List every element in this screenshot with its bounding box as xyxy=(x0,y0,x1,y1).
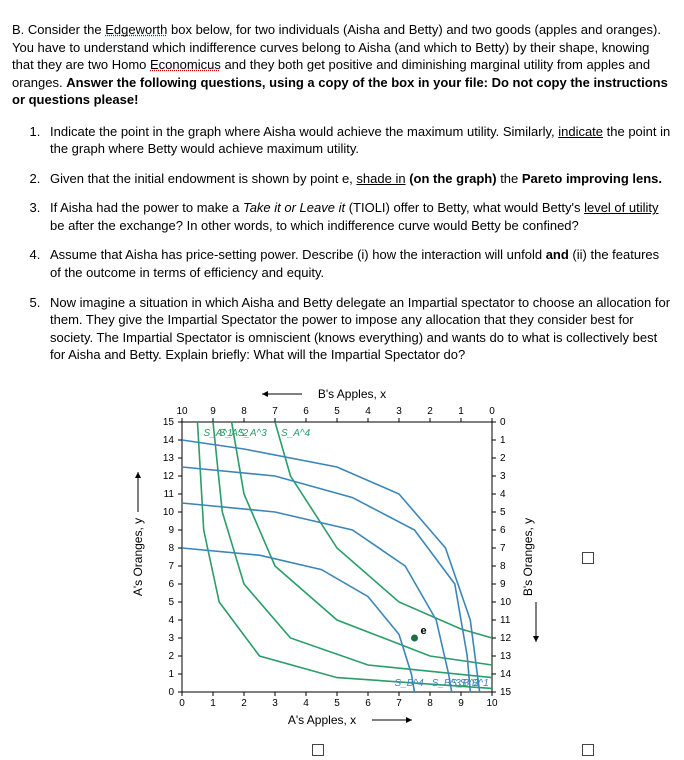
q5a: Now imagine a situation in which Aisha a… xyxy=(50,295,670,363)
question-2: Given that the initial endowment is show… xyxy=(44,170,672,188)
q1a: Indicate the point in the graph where Ai… xyxy=(50,124,558,139)
svg-text:B's Oranges, y: B's Oranges, y xyxy=(521,518,535,596)
svg-text:6: 6 xyxy=(500,525,506,536)
svg-text:8: 8 xyxy=(500,561,506,572)
chart-svg: 0123456789101098765432100123456789101112… xyxy=(102,382,582,752)
svg-text:S_B^3: S_B^3 xyxy=(432,678,462,689)
svg-text:1: 1 xyxy=(168,669,174,680)
svg-text:S_B^4: S_B^4 xyxy=(395,678,425,689)
checkbox-icon xyxy=(312,744,324,756)
svg-text:1: 1 xyxy=(210,698,216,709)
q3-underline: level of utility xyxy=(584,200,658,215)
svg-text:5: 5 xyxy=(500,507,506,518)
svg-text:13: 13 xyxy=(163,453,175,464)
svg-text:7: 7 xyxy=(500,543,506,554)
svg-text:9: 9 xyxy=(210,406,216,417)
svg-text:9: 9 xyxy=(500,579,506,590)
svg-text:A's Oranges, y: A's Oranges, y xyxy=(131,518,145,596)
svg-text:3: 3 xyxy=(500,471,506,482)
svg-text:11: 11 xyxy=(164,489,175,500)
q2c: the xyxy=(497,171,522,186)
q1-underline: indicate xyxy=(558,124,603,139)
q3c: be after the exchange? In other words, t… xyxy=(50,218,579,233)
svg-text:0: 0 xyxy=(168,687,174,698)
intro-bold: Answer the following questions, using a … xyxy=(12,75,668,108)
svg-text:10: 10 xyxy=(163,507,175,518)
economicus-word: Economicus xyxy=(150,57,221,72)
question-3: If Aisha had the power to make a Take it… xyxy=(44,199,672,234)
svg-text:1: 1 xyxy=(500,435,506,446)
svg-text:S_A^3: S_A^3 xyxy=(238,428,268,439)
svg-text:0: 0 xyxy=(500,417,506,428)
question-5: Now imagine a situation in which Aisha a… xyxy=(44,294,672,364)
svg-text:5: 5 xyxy=(334,698,340,709)
q2-bold1: (on the graph) xyxy=(409,171,496,186)
svg-text:1: 1 xyxy=(458,406,464,417)
svg-text:10: 10 xyxy=(500,597,512,608)
svg-text:2: 2 xyxy=(500,453,506,464)
svg-text:6: 6 xyxy=(365,698,371,709)
svg-text:9: 9 xyxy=(458,698,464,709)
svg-text:14: 14 xyxy=(163,435,175,446)
q2a: Given that the initial endowment is show… xyxy=(50,171,356,186)
svg-text:9: 9 xyxy=(168,525,174,536)
svg-text:15: 15 xyxy=(163,417,175,428)
svg-text:5: 5 xyxy=(168,597,174,608)
intro-paragraph: B. Consider the Edgeworth box below, for… xyxy=(12,21,672,109)
svg-text:15: 15 xyxy=(500,687,512,698)
svg-text:2: 2 xyxy=(168,651,174,662)
svg-text:12: 12 xyxy=(163,471,175,482)
checkbox-icon xyxy=(582,744,594,756)
svg-text:0: 0 xyxy=(179,698,185,709)
svg-text:2: 2 xyxy=(241,698,247,709)
svg-text:12: 12 xyxy=(500,633,512,644)
svg-text:2: 2 xyxy=(427,406,433,417)
svg-text:14: 14 xyxy=(500,669,512,680)
q2-bold2: Pareto improving lens. xyxy=(522,171,662,186)
svg-text:10: 10 xyxy=(486,698,498,709)
svg-text:3: 3 xyxy=(396,406,402,417)
svg-text:13: 13 xyxy=(500,651,512,662)
svg-text:3: 3 xyxy=(168,633,174,644)
svg-text:10: 10 xyxy=(176,406,188,417)
svg-text:0: 0 xyxy=(489,406,495,417)
svg-text:8: 8 xyxy=(427,698,433,709)
svg-text:7: 7 xyxy=(168,561,174,572)
svg-text:4: 4 xyxy=(168,615,174,626)
questions-list: Indicate the point in the graph where Ai… xyxy=(12,123,672,364)
edgeworth-box-chart: 0123456789101098765432100123456789101112… xyxy=(102,382,582,752)
svg-text:7: 7 xyxy=(396,698,402,709)
svg-text:4: 4 xyxy=(303,698,309,709)
edgeworth-word: Edgeworth xyxy=(105,22,167,37)
q3a: If Aisha had the power to make a xyxy=(50,200,243,215)
section-label: B. xyxy=(12,22,28,37)
q4a: Assume that Aisha has price-setting powe… xyxy=(50,247,546,262)
question-1: Indicate the point in the graph where Ai… xyxy=(44,123,672,158)
svg-text:6: 6 xyxy=(303,406,309,417)
svg-text:e: e xyxy=(421,625,427,637)
q3b: (TIOLI) offer to Betty, what would Betty… xyxy=(345,200,584,215)
q4-bold: and xyxy=(546,247,569,262)
svg-text:4: 4 xyxy=(500,489,506,500)
svg-text:4: 4 xyxy=(365,406,371,417)
checkbox-icon xyxy=(582,552,594,564)
q3-italic: Take it or Leave it xyxy=(243,200,345,215)
svg-text:S_A^4: S_A^4 xyxy=(281,428,311,439)
svg-text:8: 8 xyxy=(168,543,174,554)
svg-text:A's Apples, x: A's Apples, x xyxy=(288,713,356,727)
svg-text:3: 3 xyxy=(272,698,278,709)
svg-text:B's Apples, x: B's Apples, x xyxy=(318,387,386,401)
question-4: Assume that Aisha has price-setting powe… xyxy=(44,246,672,281)
svg-text:7: 7 xyxy=(272,406,278,417)
svg-text:5: 5 xyxy=(334,406,340,417)
intro-consider: Consider the xyxy=(28,22,105,37)
q2-underline: shade in xyxy=(356,171,405,186)
svg-text:11: 11 xyxy=(500,615,511,626)
svg-text:6: 6 xyxy=(168,579,174,590)
svg-text:8: 8 xyxy=(241,406,247,417)
